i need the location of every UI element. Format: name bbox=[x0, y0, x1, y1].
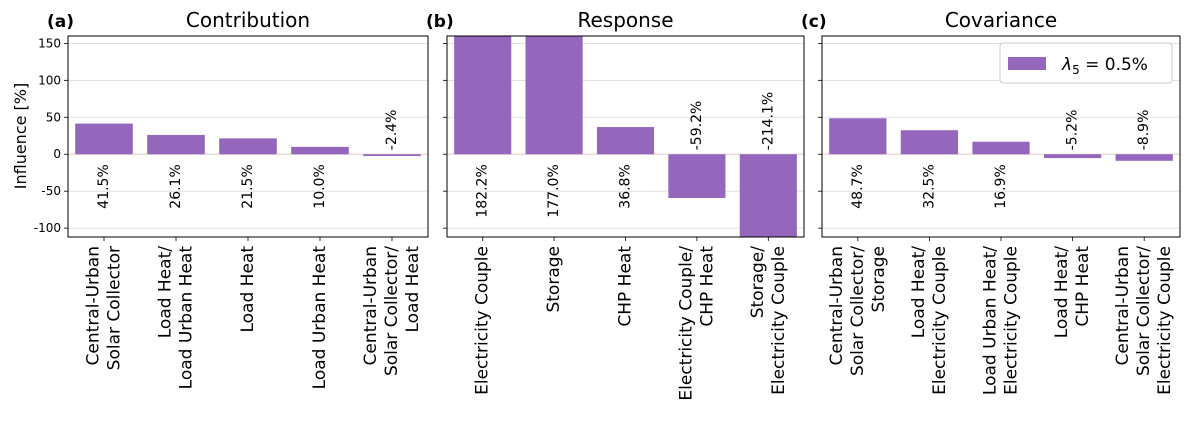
value-label: 48.7% bbox=[850, 164, 866, 208]
panel-2: 182.2% Electricity Couple 177.0% Storage 36.… bbox=[426, 8, 805, 401]
value-label: 177.0% bbox=[546, 164, 562, 217]
bar bbox=[525, 36, 583, 155]
bar bbox=[363, 154, 421, 157]
bar bbox=[596, 127, 655, 155]
bar bbox=[291, 146, 349, 155]
panel-label: (a) bbox=[47, 12, 74, 32]
y-tick-label: -50 bbox=[41, 184, 61, 198]
category-label: Load Heat bbox=[238, 246, 258, 333]
category-label: CHP Heat bbox=[616, 246, 636, 327]
legend-box bbox=[999, 42, 1173, 84]
category-label: Solar Collector bbox=[105, 246, 125, 370]
panel-label: (c) bbox=[801, 12, 827, 32]
bar bbox=[1043, 154, 1102, 159]
category-label: CHP Heat bbox=[1073, 246, 1093, 327]
category-label: Storage bbox=[544, 246, 564, 313]
category-label: Central-Urban bbox=[361, 246, 381, 365]
bar bbox=[75, 123, 133, 155]
bar bbox=[219, 138, 277, 155]
panel-title: Covariance bbox=[945, 8, 1057, 32]
bar bbox=[900, 130, 959, 155]
value-label: -5.2% bbox=[1065, 110, 1081, 151]
value-label: -214.1% bbox=[760, 92, 776, 150]
value-label: 21.5% bbox=[240, 164, 256, 208]
category-label: Load Heat/ bbox=[909, 246, 929, 339]
y-tick-label: 50 bbox=[46, 110, 61, 124]
value-label: -8.9% bbox=[1136, 110, 1152, 151]
y-tick-label: 100 bbox=[38, 73, 61, 87]
category-label: Central-Urban bbox=[84, 246, 104, 365]
category-label: Storage bbox=[869, 246, 889, 313]
value-label: -59.2% bbox=[689, 101, 705, 151]
category-label: Electricity Couple/ bbox=[676, 246, 696, 401]
value-label: 32.5% bbox=[921, 164, 937, 208]
category-label: Solar Collector/ bbox=[382, 246, 402, 376]
category-label: Load Heat bbox=[403, 246, 423, 333]
y-tick-label: -100 bbox=[34, 221, 61, 235]
category-label: Electricity Couple bbox=[930, 246, 950, 395]
value-label: 10.0% bbox=[312, 164, 328, 208]
bar bbox=[668, 154, 726, 198]
value-label: 36.8% bbox=[618, 164, 634, 208]
y-tick-label: 0 bbox=[53, 147, 61, 161]
bar bbox=[454, 36, 512, 155]
value-label: -2.4% bbox=[384, 110, 400, 151]
y-tick-label: 150 bbox=[38, 36, 61, 50]
legend-swatch bbox=[1008, 57, 1046, 70]
legend-label: λ5 = 0.5% bbox=[1061, 55, 1148, 77]
category-label: Load Heat/ bbox=[156, 246, 176, 339]
category-label: Electricity Couple bbox=[1002, 246, 1022, 395]
category-label: Load Heat/ bbox=[1052, 246, 1072, 339]
value-label: 16.9% bbox=[993, 164, 1009, 208]
value-label: 26.1% bbox=[168, 164, 184, 208]
panel-3: 48.7%Central-Urban Solar Collector/Storag… bbox=[801, 8, 1181, 395]
category-label: Solar Collector/ bbox=[1134, 246, 1154, 376]
value-label: 182.2% bbox=[475, 164, 491, 217]
bar bbox=[739, 154, 797, 237]
category-label: Central-Urban bbox=[827, 246, 847, 365]
axes-frame bbox=[67, 35, 429, 238]
category-label: Load Urban Heat bbox=[177, 246, 197, 390]
axes-frame bbox=[821, 35, 1181, 238]
bar bbox=[829, 118, 887, 155]
category-label: Load Urban Heat/ bbox=[981, 246, 1001, 395]
category-label: Solar Collector/ bbox=[848, 246, 868, 376]
category-label: Electricity Couple bbox=[1155, 246, 1175, 395]
axes-frame bbox=[446, 35, 805, 238]
bar bbox=[972, 141, 1030, 155]
category-label: Electricity Couple bbox=[769, 246, 789, 395]
category-label: Central-Urban bbox=[1113, 246, 1133, 365]
panel-title: Response bbox=[577, 8, 673, 32]
legend: λ5 = 0.5% bbox=[999, 42, 1173, 84]
value-label: 41.5% bbox=[96, 164, 112, 208]
category-label: CHP Heat bbox=[697, 246, 717, 327]
y-axis-label: Influence [%] bbox=[11, 83, 30, 189]
bar bbox=[1115, 154, 1173, 161]
bar bbox=[147, 134, 205, 155]
category-label: Electricity Couple bbox=[473, 246, 493, 395]
category-label: Storage/ bbox=[748, 246, 768, 319]
panel-label: (b) bbox=[426, 12, 454, 32]
panel-title: Contribution bbox=[186, 8, 310, 32]
category-label: Load Urban Heat bbox=[310, 246, 330, 390]
